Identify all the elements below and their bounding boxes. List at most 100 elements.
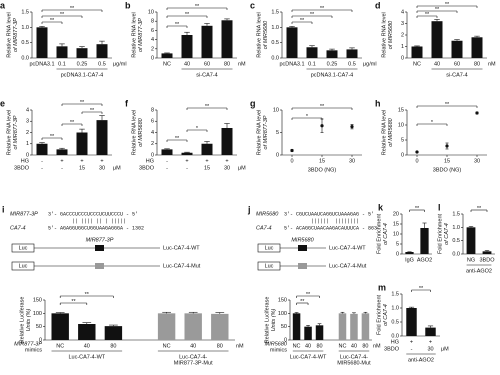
y-axis-label: Relative RNA level [6, 110, 12, 156]
significance: ** [80, 100, 85, 106]
significance: ** [205, 104, 210, 110]
y-tick-label: 0 [396, 251, 399, 257]
y-axis-label: of MIR877-3P [13, 115, 19, 149]
y-axis-label: of MIR877-3P [263, 115, 269, 149]
row-label: HG [146, 158, 154, 164]
bar [431, 21, 443, 58]
row-value: + [429, 339, 432, 345]
significance: ** [300, 299, 305, 305]
panel-letter: i [2, 204, 5, 214]
row-value: - [166, 165, 168, 171]
significance: ** [60, 12, 65, 18]
x-tick-label: IgG [405, 257, 414, 263]
row-value: + [80, 158, 83, 164]
y-tick-label: 10 [273, 107, 279, 113]
bar [326, 50, 338, 58]
y-tick-label: 0 [151, 152, 154, 158]
unit: μg/ml [113, 61, 127, 67]
x-tick-label: 0.1 [308, 61, 316, 67]
x-tick-label: 60 [454, 61, 460, 67]
binding-site [95, 263, 104, 269]
y-tick-label: 1.0 [271, 25, 279, 31]
significance: ** [85, 292, 90, 298]
bar [221, 20, 233, 59]
significance: ** [71, 299, 76, 305]
y-tick-label: 0.0 [452, 251, 460, 257]
y-tick-label: 1 [401, 44, 404, 50]
y-tick-label: 10 [398, 122, 404, 128]
gene-sequence: 5'- ACAGGCUAACAAGACAUUUCA - 863 [284, 225, 377, 231]
y-tick-label: 1.5 [452, 211, 460, 217]
y-tick-label: 0.0 [391, 333, 399, 339]
x-axis-label: 3BDO (NG) [433, 167, 462, 173]
significance: ** [50, 18, 55, 24]
x-tick-label: 0.25 [77, 61, 88, 67]
y-axis-label: Units (%) [26, 309, 32, 332]
y-tick-label: 1 [26, 141, 29, 147]
mirna-sequence: 3'- GACCCUCCCUCCCUCUUCCCU - 5' [48, 211, 138, 217]
significance: ** [175, 136, 180, 142]
site-label: MIR5680 [291, 237, 314, 243]
x-tick-label: pcDNA3.1 [279, 61, 304, 67]
y-tick-label: 0.0 [21, 55, 29, 61]
y-tick-label: 5 [276, 130, 279, 136]
significance: ** [320, 6, 325, 12]
row-value: + [410, 339, 413, 345]
significance: ** [445, 102, 450, 108]
y-tick-label: 5 [401, 137, 404, 143]
significance: ** [445, 2, 450, 8]
bar [304, 326, 312, 340]
unit: μg/ml [363, 61, 377, 67]
row-value: + [60, 158, 63, 164]
x-tick-label: 80 [224, 61, 230, 67]
x-tick-label: 0 [290, 158, 293, 164]
x-tick-label: 0.1 [58, 61, 66, 67]
y-tick-label: 0.5 [452, 238, 460, 244]
significance: ** [195, 4, 200, 10]
construct-label: Luc-CA7-4-Mut [329, 263, 367, 269]
y-axis-label: of MIR5680 [388, 20, 394, 49]
significance: * [196, 126, 199, 132]
y-axis-label: of MIR5680 [263, 20, 269, 49]
row-value: + [225, 158, 228, 164]
unit: nM [373, 343, 381, 349]
y-tick-label: 0 [276, 152, 279, 158]
row-value: 15 [204, 165, 210, 171]
row-value: 30 [224, 165, 230, 171]
y-axis-label: Relative Luciferase [19, 297, 25, 344]
y-tick-label: 6 [151, 119, 154, 125]
bar [157, 313, 176, 340]
x-tick-label: 40 [190, 343, 196, 349]
bar [286, 27, 298, 58]
bar [76, 132, 88, 155]
y-tick-label: 100 [33, 311, 42, 317]
bar [471, 37, 483, 58]
x-tick-label: NC [56, 343, 64, 349]
mirna-name: MIR5680 [256, 211, 279, 217]
y-tick-label: 0.5 [271, 40, 279, 46]
bar [221, 128, 233, 155]
y-tick-label: 0 [401, 152, 404, 158]
x-tick-label: NC [163, 61, 171, 67]
unit: μM [113, 165, 121, 171]
row-label: 3BDO [14, 165, 30, 171]
group-label: Luc-CA7-4- [340, 354, 368, 360]
luc-box [257, 243, 281, 253]
y-axis-label: Relative Luciferase [264, 297, 270, 344]
unit: μM [238, 165, 246, 171]
bar [482, 251, 492, 254]
y-tick-label: 8 [151, 107, 154, 113]
significance: * [431, 120, 434, 126]
y-tick-label: 15 [398, 107, 404, 113]
y-axis-label: Relative RNA level [256, 110, 262, 156]
group-label: Luc-CA7-4- [179, 354, 207, 360]
significance: ** [477, 206, 482, 212]
bar [181, 35, 193, 58]
unit: μM [441, 346, 449, 352]
gene-sequence: 5'- AGAGGUGGCUGGUAAGAGGGA - 1302 [48, 225, 144, 231]
group-label: MIR5680-Mut [337, 360, 371, 366]
unit: nM [238, 61, 246, 67]
y-tick-label: 0 [284, 337, 287, 343]
y-tick-label: 10 [148, 9, 154, 15]
